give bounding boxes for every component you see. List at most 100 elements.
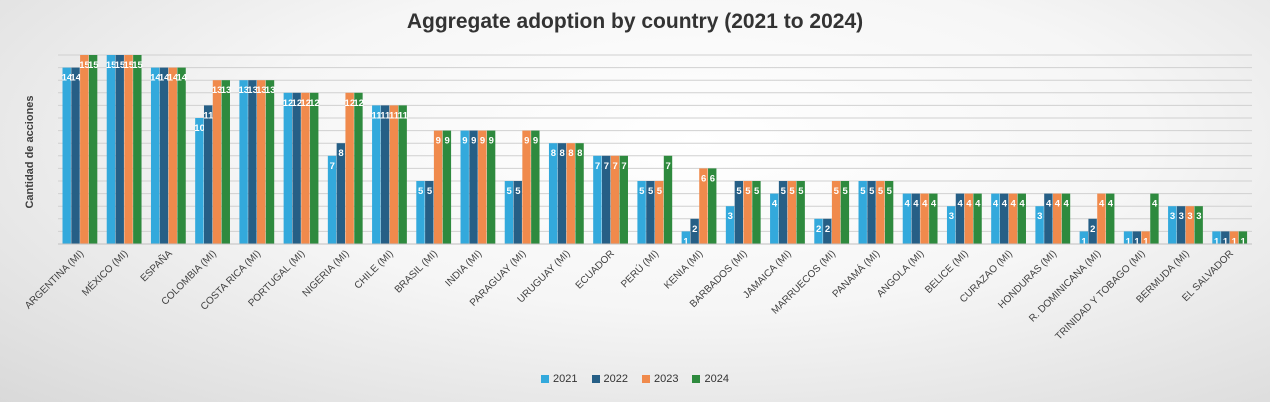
data-label: 11 <box>371 110 382 121</box>
data-label: 14 <box>159 73 170 84</box>
bar <box>336 143 346 244</box>
legend-swatch <box>642 375 650 383</box>
bar <box>743 181 752 244</box>
data-label: 15 <box>88 60 99 71</box>
data-label: 15 <box>115 60 126 71</box>
bar <box>1221 231 1230 244</box>
x-tick-label: MÉXICO (MI) <box>79 247 131 299</box>
bar <box>752 181 761 244</box>
data-label: 13 <box>221 85 232 96</box>
legend-item: 2021 <box>541 373 578 385</box>
bar <box>460 130 469 244</box>
data-label: 4 <box>958 199 964 210</box>
bar <box>212 80 222 244</box>
data-label: 4 <box>1011 199 1017 210</box>
x-tick-label: NIGERIA (MI) <box>301 248 352 299</box>
data-label: 13 <box>256 85 267 96</box>
data-label: 12 <box>300 98 311 109</box>
bar <box>973 193 982 244</box>
data-label: 4 <box>922 199 928 210</box>
bar <box>770 193 779 244</box>
bar <box>1132 231 1142 244</box>
legend-item: 2022 <box>591 373 628 385</box>
bar <box>416 181 425 244</box>
data-label: 9 <box>480 136 485 147</box>
bar <box>991 193 1000 244</box>
bar <box>478 130 487 244</box>
legend-item: 2024 <box>692 373 729 385</box>
data-label: 7 <box>666 161 671 172</box>
data-label: 4 <box>1002 199 1008 210</box>
data-label: 4 <box>1064 199 1070 210</box>
bar <box>646 181 655 244</box>
bar <box>345 92 354 244</box>
bar <box>513 181 522 244</box>
bar <box>787 181 797 244</box>
data-label: 6 <box>701 173 706 184</box>
data-label: 7 <box>604 161 609 172</box>
bar <box>663 155 673 244</box>
bar <box>840 181 850 244</box>
data-label: 13 <box>239 85 250 96</box>
bar <box>734 181 744 244</box>
bar <box>858 181 867 244</box>
data-label: 12 <box>283 98 294 109</box>
bar <box>699 168 708 244</box>
bar <box>88 55 98 244</box>
bar <box>946 206 956 244</box>
legend-label: 2023 <box>654 373 679 385</box>
data-label: 2 <box>692 224 697 235</box>
x-tick-label: PERÚ (MI) <box>618 247 661 290</box>
bar <box>999 193 1009 244</box>
legend-label: 2024 <box>704 373 729 385</box>
data-label: 5 <box>657 186 663 197</box>
data-label: 5 <box>842 186 848 197</box>
bar <box>398 105 407 245</box>
data-label: 5 <box>639 186 645 197</box>
bar <box>1150 193 1159 244</box>
bar <box>159 67 169 244</box>
bar <box>637 181 646 244</box>
bar <box>106 55 116 244</box>
data-label: 3 <box>728 211 733 222</box>
legend-label: 2022 <box>603 373 628 385</box>
data-label: 4 <box>1099 199 1105 210</box>
legend-item: 2023 <box>642 373 678 385</box>
bar <box>593 155 602 244</box>
data-label: 15 <box>79 60 90 71</box>
bar <box>1044 193 1053 244</box>
bar <box>265 80 275 244</box>
data-label: 8 <box>560 148 565 159</box>
bar <box>955 193 965 244</box>
bar <box>239 80 248 244</box>
chart-title: Aggregate adoption by country (2021 to 2… <box>406 10 864 33</box>
data-label: 14 <box>176 73 187 84</box>
data-label: 2 <box>816 224 821 235</box>
bar <box>557 143 567 244</box>
data-label: 4 <box>966 199 972 210</box>
data-label: 4 <box>1046 199 1052 210</box>
data-label: 8 <box>551 148 556 159</box>
bar <box>469 130 478 244</box>
data-label: 4 <box>993 199 999 210</box>
x-tick-label: KENIA (MI) <box>662 248 705 291</box>
bar <box>257 80 266 244</box>
data-label: 8 <box>577 148 582 159</box>
data-label: 15 <box>106 60 117 71</box>
bar <box>1141 231 1150 244</box>
bar <box>1097 193 1106 244</box>
data-label: 5 <box>506 186 512 197</box>
bar <box>1212 231 1221 244</box>
data-label: 9 <box>533 136 538 147</box>
bar <box>380 105 390 245</box>
bar <box>1229 231 1239 244</box>
bar <box>796 181 805 244</box>
data-label: 14 <box>168 73 179 84</box>
bar <box>619 155 628 244</box>
data-label: 8 <box>568 148 573 159</box>
bar <box>133 55 142 244</box>
data-label: 9 <box>524 136 529 147</box>
bar <box>1061 193 1071 244</box>
bar <box>221 80 230 244</box>
bar <box>531 130 540 244</box>
